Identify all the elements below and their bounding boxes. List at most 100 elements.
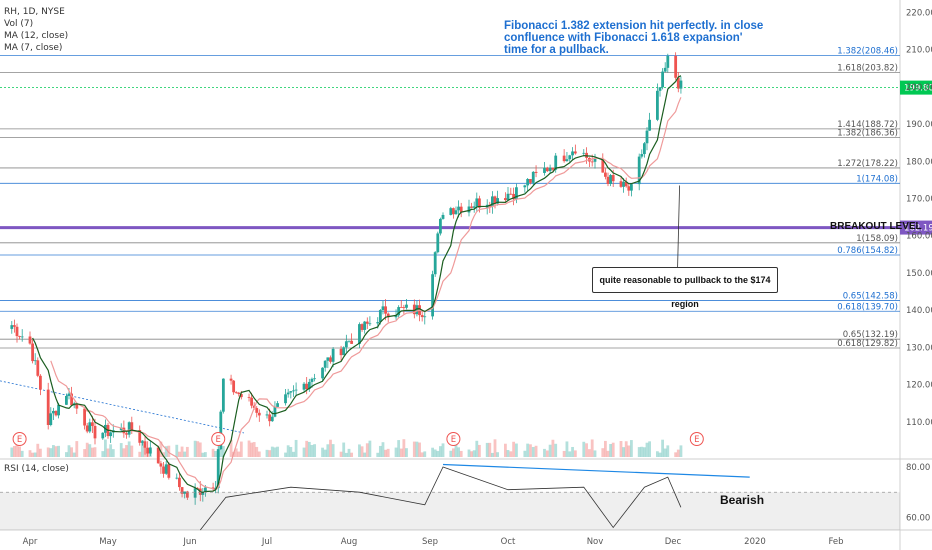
fib-level-label: 0.65(132.19) bbox=[843, 330, 898, 340]
candle-body bbox=[284, 394, 287, 404]
volume-bar bbox=[526, 443, 530, 457]
volume-bar bbox=[162, 452, 165, 457]
breakout-price-tag bbox=[900, 220, 932, 235]
candle-body bbox=[454, 210, 458, 215]
volume-bar bbox=[630, 440, 633, 457]
volume-bar bbox=[420, 452, 424, 457]
candle-body bbox=[138, 430, 142, 443]
volume-bar bbox=[585, 443, 588, 457]
volume-bar bbox=[459, 450, 463, 457]
volume-bar bbox=[122, 448, 126, 457]
volume-bar bbox=[57, 445, 60, 457]
volume-bar bbox=[247, 440, 251, 457]
candle-body bbox=[83, 408, 86, 426]
volume-bar bbox=[109, 444, 113, 457]
volume-bar bbox=[138, 451, 142, 457]
candle-body bbox=[305, 383, 309, 390]
candle-body bbox=[273, 406, 277, 417]
volume-bar bbox=[601, 448, 605, 457]
volume-bar bbox=[185, 446, 189, 457]
vol-label: Vol (7) bbox=[4, 19, 34, 29]
candle-body bbox=[459, 206, 463, 213]
fib-level-label: 0.618(129.82) bbox=[837, 339, 898, 349]
volume-bar bbox=[72, 452, 76, 457]
volume-bar bbox=[178, 451, 181, 457]
candle-body bbox=[146, 447, 150, 454]
candle-body bbox=[130, 422, 134, 431]
candle-body bbox=[663, 67, 667, 72]
volume-bar bbox=[180, 446, 184, 457]
candle-body bbox=[640, 154, 644, 157]
candle-body bbox=[49, 413, 53, 425]
ma-12-line bbox=[50, 97, 682, 491]
volume-bar bbox=[452, 448, 455, 457]
candle-body bbox=[28, 336, 32, 344]
candle-body bbox=[506, 193, 510, 201]
time-tick-label: 2020 bbox=[744, 537, 766, 547]
candle-body bbox=[534, 171, 538, 173]
volume-bar bbox=[565, 441, 569, 457]
fib-level-label: 1.382(186.36) bbox=[837, 129, 898, 139]
volume-bar bbox=[397, 440, 401, 457]
candle-body bbox=[326, 357, 330, 361]
volume-bar bbox=[20, 450, 24, 457]
bearish-label: Bearish bbox=[720, 493, 765, 507]
candle-body bbox=[247, 397, 251, 398]
earnings-marker bbox=[12, 432, 27, 446]
volume-bar bbox=[582, 441, 586, 457]
candle-body bbox=[54, 410, 58, 416]
volume-bar bbox=[167, 445, 171, 457]
time-tick-label: May bbox=[99, 537, 117, 547]
volume-bar bbox=[175, 444, 179, 457]
volume-bar bbox=[648, 441, 651, 457]
volume-bar bbox=[478, 444, 481, 457]
volume-bar bbox=[106, 448, 110, 457]
volume-bar bbox=[512, 441, 516, 457]
candle-body bbox=[265, 414, 269, 416]
price-tick-label: 150.00 bbox=[906, 269, 932, 279]
volume-bar bbox=[15, 442, 19, 457]
volume-bar bbox=[534, 445, 538, 457]
volume-bar bbox=[472, 450, 476, 457]
fib-level-label: 1.414(188.72) bbox=[837, 120, 898, 130]
candle-body bbox=[593, 158, 597, 162]
volume-bar bbox=[415, 441, 419, 457]
candle-body bbox=[67, 393, 71, 396]
candle-body bbox=[384, 306, 387, 314]
price-tick-label: 200.00 bbox=[906, 83, 932, 93]
earnings-marker-label: E bbox=[451, 435, 456, 445]
candle-body bbox=[109, 432, 113, 437]
volume-bar bbox=[360, 446, 364, 457]
candle-body bbox=[270, 416, 274, 422]
volume-bar bbox=[36, 443, 40, 457]
candle-body bbox=[331, 348, 335, 362]
volume-bar bbox=[627, 445, 631, 457]
candle-body bbox=[551, 167, 555, 170]
volume-bar bbox=[609, 444, 612, 457]
candle-body bbox=[204, 487, 207, 493]
volume-bar bbox=[104, 439, 107, 457]
price-tick-label: 210.00 bbox=[906, 46, 932, 56]
candle-body bbox=[234, 392, 238, 394]
volume-bar bbox=[457, 447, 460, 457]
volume-bar bbox=[239, 441, 243, 457]
volume-bar bbox=[255, 446, 259, 457]
volume-bar bbox=[551, 439, 555, 457]
candle-body bbox=[531, 171, 535, 183]
candle-body bbox=[148, 447, 152, 454]
volume-bar bbox=[554, 443, 558, 457]
candle-body bbox=[201, 492, 205, 495]
fib-level-label: 0.786(154.82) bbox=[837, 246, 898, 256]
candle-body bbox=[676, 77, 680, 89]
fib-level-label: 0.618(139.70) bbox=[837, 302, 898, 312]
candle-body bbox=[394, 315, 398, 318]
volume-bar bbox=[85, 442, 89, 457]
candle-body bbox=[140, 441, 144, 443]
candle-body bbox=[568, 155, 572, 160]
rsi-line bbox=[199, 466, 682, 531]
candle-body bbox=[358, 324, 361, 344]
volume-bar bbox=[470, 451, 473, 457]
candle-body bbox=[423, 316, 427, 318]
candle-body bbox=[211, 487, 215, 489]
